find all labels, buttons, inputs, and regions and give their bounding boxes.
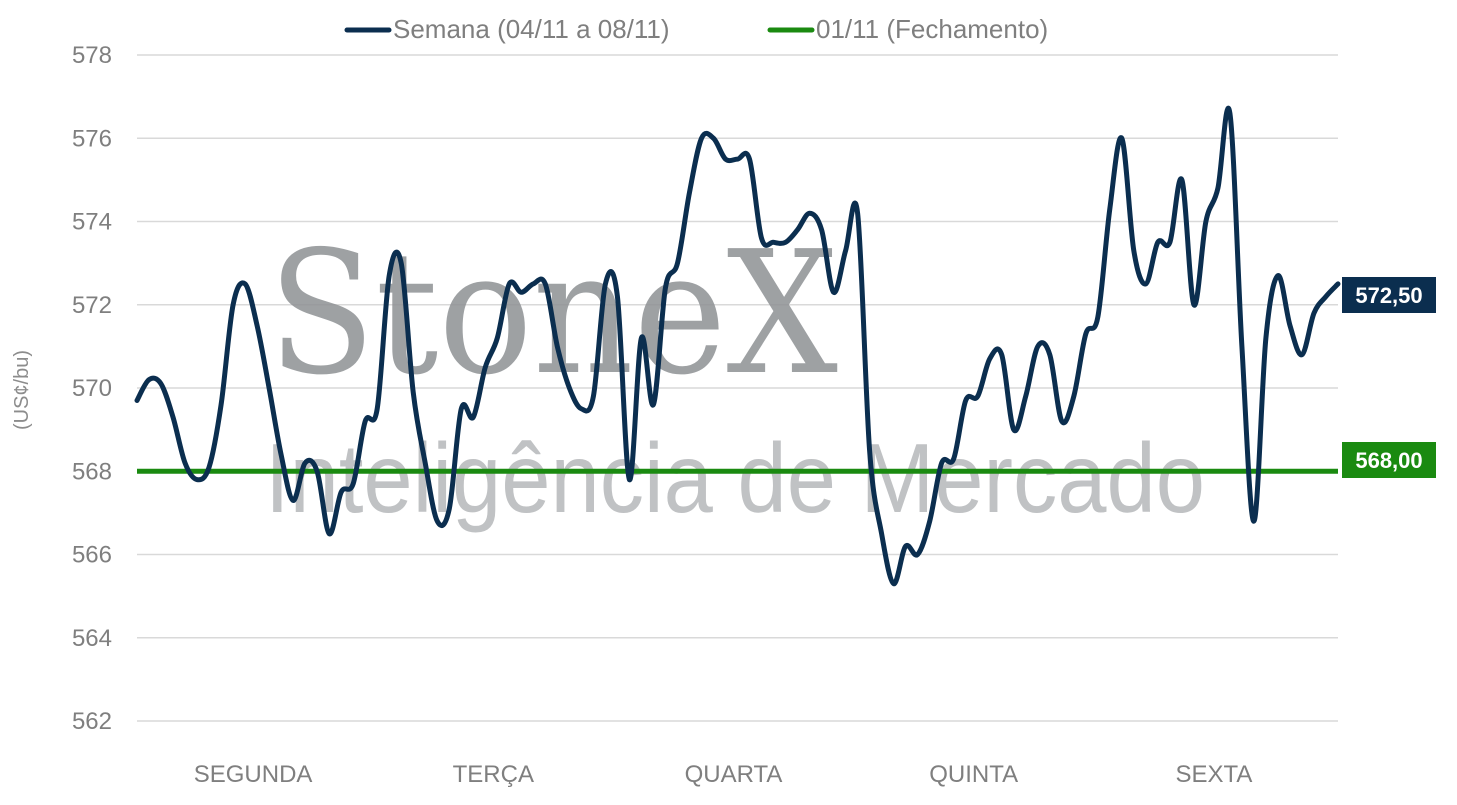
y-tick-label: 576 — [72, 125, 112, 152]
y-tick-label: 572 — [72, 292, 112, 319]
watermark: StoneX Inteligência de Mercado — [265, 215, 1205, 533]
x-category-label: SEGUNDA — [194, 761, 313, 788]
end-label-week: 572,50 — [1342, 277, 1436, 313]
y-tick-label: 562 — [72, 708, 112, 735]
x-category-label: TERÇA — [453, 761, 534, 788]
x-category-label: QUINTA — [929, 761, 1018, 788]
legend-label-close: 01/11 (Fechamento) — [816, 14, 1048, 44]
x-axis-categories: SEGUNDA TERÇA QUARTA QUINTA SEXTA — [194, 761, 1253, 788]
watermark-tagline: Inteligência de Mercado — [265, 423, 1205, 533]
end-label-close-box — [1342, 442, 1436, 478]
y-tick-label: 570 — [72, 375, 112, 402]
y-tick-label: 566 — [72, 542, 112, 569]
end-label-week-text: 572,50 — [1355, 283, 1422, 308]
x-category-label: QUARTA — [685, 761, 783, 788]
y-axis-ticks: 562 564 566 568 570 572 574 576 578 — [72, 42, 112, 735]
x-category-label: SEXTA — [1175, 761, 1252, 788]
y-tick-label: 574 — [72, 209, 112, 236]
y-tick-label: 578 — [72, 42, 112, 69]
end-label-week-box — [1342, 277, 1436, 313]
y-tick-label: 564 — [72, 625, 112, 652]
end-label-close: 568,00 — [1342, 442, 1436, 478]
weekly-price-line — [134, 105, 1341, 587]
end-label-close-text: 568,00 — [1355, 448, 1422, 473]
y-axis-label: (US¢/bu) — [11, 350, 33, 430]
legend-label-week: Semana (04/11 a 08/11) — [393, 14, 670, 44]
y-tick-label: 568 — [72, 458, 112, 485]
legend: Semana (04/11 a 08/11) 01/11 (Fechamento… — [344, 14, 1048, 44]
